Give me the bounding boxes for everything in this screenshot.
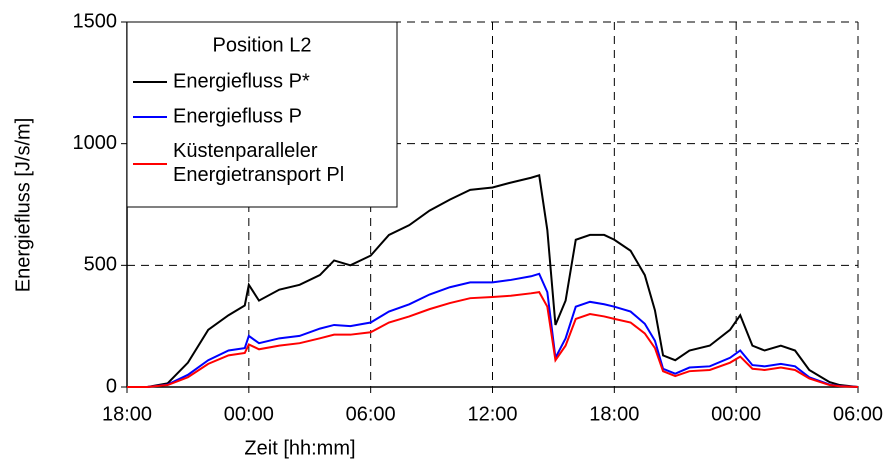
series-line bbox=[127, 174, 859, 388]
legend-label: Energiefluss P* bbox=[173, 70, 310, 92]
y-tick-label: 0 bbox=[106, 375, 117, 397]
series-line bbox=[127, 272, 859, 388]
x-tick-label: 18:00 bbox=[102, 403, 152, 425]
x-tick-label: 18:00 bbox=[589, 403, 639, 425]
legend-label: Energiefluss P bbox=[173, 105, 302, 127]
y-tick-label: 1000 bbox=[73, 132, 118, 154]
legend-label: Küstenparalleler Energietransport Pl bbox=[173, 140, 344, 186]
x-tick-label: 00:00 bbox=[224, 403, 274, 425]
legend-box bbox=[126, 21, 398, 208]
legend-label-line: Energietransport Pl bbox=[173, 164, 344, 186]
x-tick-label: 06:00 bbox=[346, 403, 396, 425]
legend: Position L2 Energiefluss P* Energiefluss P… bbox=[126, 21, 398, 208]
y-tick-label: 500 bbox=[84, 254, 117, 276]
series-line bbox=[127, 291, 859, 388]
x-tick-label: 12:00 bbox=[467, 403, 517, 425]
x-tick-label: 06:00 bbox=[833, 403, 883, 425]
legend-label-line: Küstenparalleler bbox=[173, 140, 318, 162]
x-axis-label: Zeit [hh:mm] bbox=[244, 437, 355, 459]
y-axis-label: Energiefluss [J/s/m] bbox=[12, 118, 34, 293]
x-tick-label: 00:00 bbox=[711, 403, 761, 425]
legend-title: Position L2 bbox=[213, 34, 312, 56]
y-tick-label: 1500 bbox=[73, 10, 118, 32]
